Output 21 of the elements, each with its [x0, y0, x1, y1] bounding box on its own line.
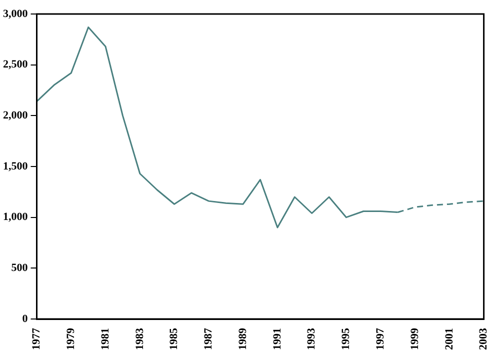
- y-tick-label: 500: [11, 262, 28, 274]
- x-tick-label: 1989: [236, 328, 249, 350]
- y-tick-label: 2,500: [3, 58, 28, 71]
- x-tick-label: 1981: [99, 328, 112, 350]
- x-tick-label: 1995: [340, 328, 352, 350]
- x-tick-label: 1991: [271, 328, 284, 350]
- y-tick-label: 1,500: [3, 160, 28, 172]
- x-tick-label: 1979: [64, 328, 77, 350]
- x-tick-label: 1983: [134, 328, 146, 350]
- y-tick-label: 1,000: [3, 211, 28, 224]
- x-tick-label: 1985: [168, 328, 180, 350]
- x-tick-label: 2001: [443, 328, 456, 350]
- x-tick-label: 1999: [408, 328, 421, 350]
- x-tick-label: 1997: [374, 328, 386, 350]
- x-tick-label: 2003: [478, 328, 490, 350]
- y-tick-label: 3,000: [3, 8, 28, 20]
- x-tick-label: 1993: [306, 328, 318, 350]
- x-tick-label: 1977: [30, 328, 43, 350]
- y-tick-label: 2,000: [3, 110, 28, 122]
- y-tick-label: 0: [22, 312, 28, 325]
- x-tick-label: 1987: [202, 328, 215, 350]
